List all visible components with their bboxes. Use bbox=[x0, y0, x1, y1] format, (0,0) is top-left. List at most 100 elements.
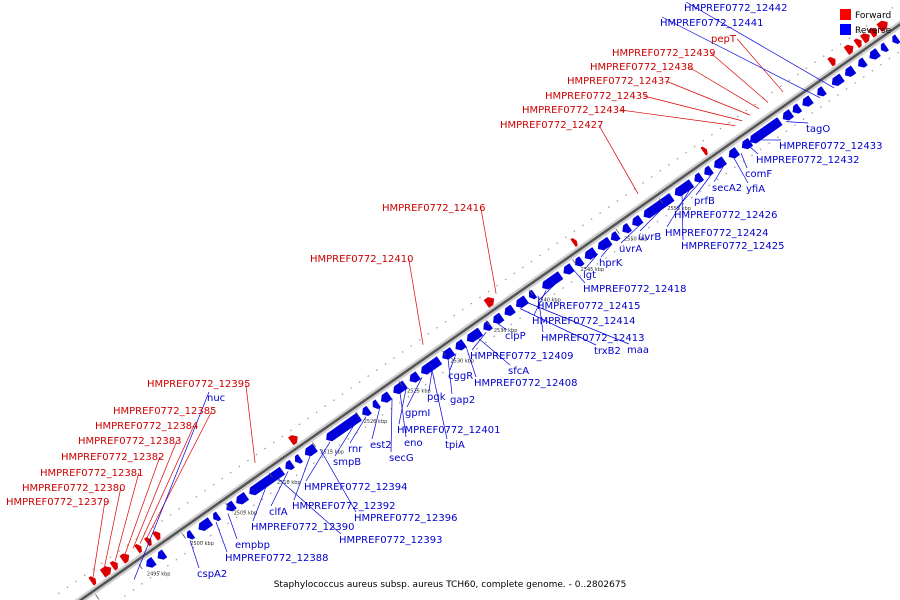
reverse-gene-label: smpB bbox=[333, 457, 361, 468]
reverse-leader-line bbox=[661, 16, 821, 99]
scale-tick-label: 2520 kbp bbox=[364, 419, 388, 425]
reverse-leader-line bbox=[189, 540, 200, 569]
forward-gene-label: HMPREF0772_12381 bbox=[40, 468, 143, 479]
scale-tick-label: 2495 kbp bbox=[147, 572, 171, 578]
forward-leader-line bbox=[620, 109, 736, 127]
forward-gene-label: HMPREF0772_12382 bbox=[61, 452, 164, 463]
reverse-gene-label: HMPREF0772_12396 bbox=[354, 513, 457, 524]
reverse-leader-line bbox=[270, 471, 289, 507]
reverse-gene-10 bbox=[304, 443, 318, 457]
reverse-gene-label: clfA bbox=[269, 507, 288, 518]
reverse-leader-line bbox=[305, 441, 331, 482]
reverse-leader-line bbox=[449, 353, 457, 371]
reverse-leader-line bbox=[786, 121, 809, 124]
forward-gene-label: HMPREF0772_12410 bbox=[310, 254, 413, 265]
reverse-gene-label: HMPREF0772_12388 bbox=[225, 553, 328, 564]
forward-gene-label: pepT bbox=[711, 34, 737, 45]
scale-tick bbox=[355, 411, 360, 417]
reverse-leader-line bbox=[713, 165, 725, 183]
reverse-gene-43 bbox=[792, 103, 803, 114]
reverse-leader-line bbox=[371, 406, 381, 440]
gene-labels: HMPREF0772_12379 HMPREF0772_12380 HMPREF07… bbox=[6, 3, 882, 580]
reverse-gene-16 bbox=[409, 371, 421, 383]
forward-gene-16 bbox=[876, 20, 888, 33]
forward-leader-line bbox=[480, 207, 497, 294]
reverse-gene-label: cggR bbox=[448, 371, 473, 382]
forward-gene-label: HMPREF0772_12379 bbox=[6, 497, 109, 508]
reverse-gene-label: HMPREF0772_12390 bbox=[251, 522, 354, 533]
forward-leader-line bbox=[408, 258, 424, 345]
forward-gene-3 bbox=[119, 553, 130, 564]
genome-caption: Staphylococcus aureus subsp. aureus TCH6… bbox=[274, 580, 627, 590]
reverse-leader-line bbox=[319, 448, 357, 513]
reverse-gene-35 bbox=[674, 179, 695, 197]
reverse-gene-42 bbox=[782, 109, 795, 121]
reverse-gene-15 bbox=[393, 380, 408, 395]
reverse-gene-label: secG bbox=[389, 453, 414, 464]
reverse-gene-6 bbox=[236, 491, 250, 505]
reverse-gene-30 bbox=[597, 236, 613, 251]
reverse-gene-40 bbox=[741, 137, 754, 150]
forward-leader-line bbox=[139, 425, 195, 544]
reverse-leader-line bbox=[465, 346, 477, 378]
scale-tick bbox=[95, 594, 100, 600]
reverse-gene-1 bbox=[157, 549, 168, 560]
reverse-leader-line bbox=[685, 1, 835, 89]
reverse-gene-44 bbox=[802, 95, 814, 107]
reverse-leader-line bbox=[573, 270, 586, 284]
reverse-gene-label: HMPREF0772_12408 bbox=[474, 378, 577, 389]
forward-gene-4 bbox=[134, 543, 143, 554]
reverse-gene-label: HMPREF0772_12413 bbox=[541, 333, 644, 344]
reverse-gene-label: yfiA bbox=[746, 184, 765, 195]
reverse-gene-21 bbox=[483, 320, 494, 331]
reverse-leader-line bbox=[215, 521, 228, 553]
reverse-gene-31 bbox=[610, 230, 621, 242]
reverse-gene-label: prfB bbox=[694, 196, 715, 207]
reverse-gene-label: hprK bbox=[599, 258, 623, 269]
reverse-gene-label: HMPREF0772_12415 bbox=[537, 301, 640, 312]
reverse-gene-27 bbox=[563, 263, 575, 275]
reverse-gene-label: HMPREF0772_12418 bbox=[583, 284, 686, 295]
reverse-gene-32 bbox=[622, 222, 633, 234]
reverse-gene-0 bbox=[146, 556, 157, 568]
reverse-gene-22 bbox=[493, 312, 505, 325]
forward-leader-line bbox=[132, 440, 178, 549]
reverse-leader-line bbox=[428, 370, 433, 392]
reverse-leader-line bbox=[681, 194, 684, 241]
forward-gene-11 bbox=[827, 56, 836, 67]
scale-tick-label: 2545 kbp bbox=[581, 267, 605, 273]
reverse-leader-line bbox=[406, 377, 423, 408]
reverse-leader-line bbox=[431, 370, 448, 440]
scale-tick-label: 2550 kbp bbox=[624, 236, 648, 242]
reverse-leader-line bbox=[334, 424, 355, 457]
reverse-gene-label: HMPREF0772_12424 bbox=[665, 228, 768, 239]
scale-tick bbox=[528, 289, 533, 296]
reverse-gene-label: pgk bbox=[427, 392, 446, 403]
reverse-gene-50 bbox=[880, 42, 890, 53]
reverse-gene-4 bbox=[213, 511, 222, 522]
reverse-leader-line bbox=[675, 181, 701, 210]
forward-gene-7 bbox=[288, 435, 298, 446]
forward-gene-14 bbox=[859, 33, 870, 44]
forward-gene-label: HMPREF0772_12435 bbox=[545, 91, 648, 102]
reverse-gene-23 bbox=[504, 304, 516, 316]
reverse-leader-line bbox=[538, 282, 557, 301]
reverse-gene-label: tagO bbox=[806, 124, 830, 135]
reverse-gene-9 bbox=[294, 453, 304, 464]
reverse-leader-line bbox=[695, 173, 713, 196]
reverse-gene-2 bbox=[186, 529, 196, 540]
scale-tick-label: 2525 kbp bbox=[407, 389, 431, 395]
scale-tick bbox=[311, 441, 317, 448]
scale-tick-label: 2505 kbp bbox=[234, 511, 258, 517]
reverse-leader-line bbox=[533, 290, 547, 316]
reverse-leader-line bbox=[749, 146, 759, 155]
forward-leader-line bbox=[103, 487, 122, 569]
scale-tick-label: 2540 kbp bbox=[537, 297, 561, 303]
forward-leader-line bbox=[598, 124, 639, 194]
reverse-leader-line bbox=[740, 153, 748, 169]
reverse-gene-label: nuc bbox=[207, 393, 225, 404]
reverse-gene-label: sfcA bbox=[508, 366, 529, 377]
